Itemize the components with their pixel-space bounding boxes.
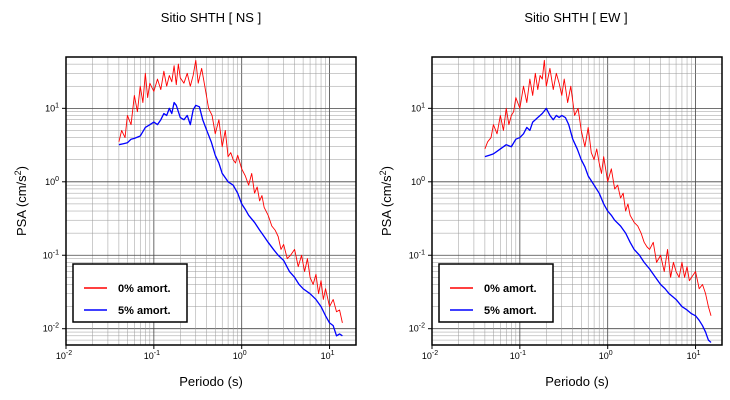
y-tick-label-ns-0: 10-2 <box>43 323 59 334</box>
x-axis-label-ew: Periodo (s) <box>545 374 609 389</box>
x-axis-label-ns: Periodo (s) <box>179 374 243 389</box>
legend-label-ns-1: 5% amort. <box>118 305 171 317</box>
y-axis-label-ew: PSA (cm/s2) <box>378 166 394 236</box>
y-tick-label-ns-2: 100 <box>45 176 59 187</box>
legend-ew: 0% amort. 5% amort. <box>438 263 554 323</box>
y-tick-label-ew-2: 100 <box>411 176 425 187</box>
legend-label-ns-0: 0% amort. <box>118 283 171 295</box>
y-tick-labels-ew: 10-2 10-1 100 101 <box>409 102 432 334</box>
chart-panel-ns: Sitio SHTH [ NS ] 10-2 10-1 100 101 10-2 10-… <box>13 10 357 389</box>
legend-label-ew-1: 5% amort. <box>484 305 537 317</box>
chart-title-ns: Sitio SHTH [ NS ] <box>161 10 261 25</box>
legend-box-ns <box>72 263 188 323</box>
series-line-ew-1 <box>484 107 712 343</box>
legend-box-ew <box>438 263 554 323</box>
plot-border-ew <box>431 56 723 346</box>
chart-panel-ew: Sitio SHTH [ EW ] 10-2 10-1 100 101 10-210-… <box>378 10 723 389</box>
y-tick-label-ns-3: 101 <box>45 102 59 113</box>
plot-border-ns <box>65 56 357 346</box>
y-tick-label-ew-0: 10-2 <box>409 323 425 334</box>
legend-ns: 0% amort. 5% amort. <box>72 263 188 323</box>
x-tick-label-ns-2: 100 <box>233 350 247 361</box>
x-tick-label-ew-0: 10-2 <box>422 350 438 361</box>
y-tick-label-ew-1: 10-1 <box>409 249 425 260</box>
y-tick-label-ns-1: 10-1 <box>43 249 59 260</box>
series-lines-ew <box>484 59 712 343</box>
series-line-ns-1 <box>118 101 343 337</box>
chart-title-ew: Sitio SHTH [ EW ] <box>524 10 627 25</box>
series-line-ns-0 <box>118 59 343 323</box>
y-axis-label-ns: PSA (cm/s2) <box>13 166 29 236</box>
x-tick-label-ew-1: 10-1 <box>510 350 526 361</box>
x-tick-label-ew-2: 100 <box>599 350 613 361</box>
series-lines-ns <box>118 59 343 337</box>
x-tick-label-ns-0: 10-2 <box>56 350 72 361</box>
series-line-ew-0 <box>484 59 712 316</box>
x-tick-label-ns-3: 101 <box>321 350 335 361</box>
y-tick-label-ew-3: 101 <box>411 102 425 113</box>
x-tick-label-ns-1: 10-1 <box>144 350 160 361</box>
legend-label-ew-0: 0% amort. <box>484 283 537 295</box>
x-tick-label-ew-3: 101 <box>687 350 701 361</box>
